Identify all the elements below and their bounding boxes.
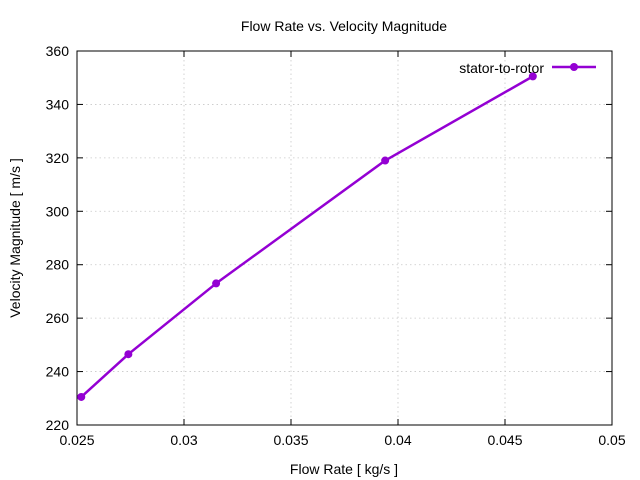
y-tick-label: 220 <box>46 417 70 433</box>
y-axis-label: Velocity Magnitude [ m/s ] <box>7 158 23 318</box>
chart-title: Flow Rate vs. Velocity Magnitude <box>241 18 447 34</box>
x-tick-label: 0.05 <box>598 432 625 448</box>
data-point <box>77 392 86 401</box>
x-tick-label: 0.04 <box>384 432 411 448</box>
y-tick-label: 300 <box>46 203 70 219</box>
series-line <box>80 75 534 398</box>
series-layer <box>77 72 537 401</box>
y-tick-label: 340 <box>46 96 70 112</box>
legend-marker <box>570 63 578 71</box>
y-tick-label: 260 <box>46 310 70 326</box>
x-tick-label: 0.03 <box>170 432 197 448</box>
y-tick-label: 360 <box>46 43 70 59</box>
data-point <box>212 279 221 288</box>
x-axis-label: Flow Rate [ kg/s ] <box>290 461 398 477</box>
x-tick-label: 0.025 <box>59 432 94 448</box>
y-tick-label: 280 <box>46 257 70 273</box>
plot-frame <box>76 50 613 426</box>
data-point <box>528 72 537 81</box>
legend-label: stator-to-rotor <box>459 60 544 76</box>
y-tick-label: 240 <box>46 364 70 380</box>
data-point <box>381 156 390 165</box>
x-tick-label: 0.035 <box>273 432 308 448</box>
legend: stator-to-rotor <box>459 60 596 76</box>
x-tick-label: 0.045 <box>487 432 522 448</box>
axis-ticks: 0.025 0.03 0.035 0.04 0.045 0.05 220 240 260 280 3… <box>46 43 626 448</box>
data-point <box>124 350 133 359</box>
y-tick-label: 320 <box>46 150 70 166</box>
grid <box>77 51 612 425</box>
